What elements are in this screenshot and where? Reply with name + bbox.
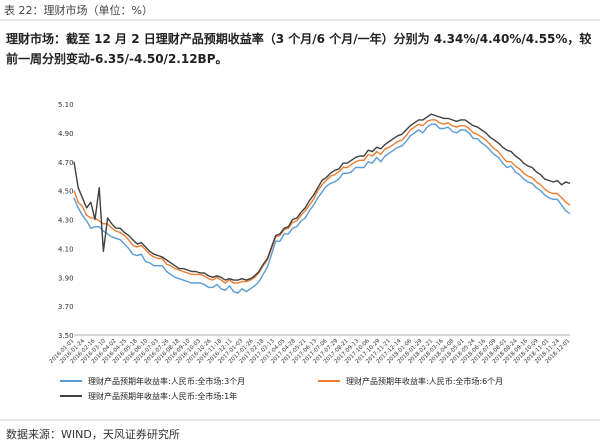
series-line-1: [73, 119, 571, 284]
data-source: 数据来源：WIND，天风证券研究所: [6, 428, 180, 441]
y-tick-label: 3.50: [58, 332, 74, 340]
summary-text: 理财市场：截至 12 月 2 日理财产品预期收益率（3 个月/6 个月/一年）分…: [6, 32, 592, 66]
y-tick-label: 5.10: [58, 101, 74, 109]
plot-series: [73, 113, 571, 294]
y-tick-label: 4.70: [58, 159, 74, 167]
y-tick-label: 4.90: [58, 130, 74, 138]
x-axis: 2016-01-012016-01-242016-02-162016-03-10…: [49, 334, 571, 365]
legend-label: 理财产品预期年收益率:人民币:全市场:3个月: [88, 376, 245, 386]
y-tick-label: 3.70: [58, 303, 74, 311]
y-tick-label: 4.10: [58, 245, 74, 253]
table-title: 表 22：理财市场（单位：%）: [4, 4, 153, 17]
y-axis: 5.10 4.90 4.70 4.50 4.30 4.10 3.90 3.70 3.50: [58, 101, 74, 340]
legend-label: 理财产品预期年收益率:人民币:全市场:1年: [88, 391, 237, 401]
series-line-2: [73, 113, 571, 281]
series-line-0: [73, 123, 571, 294]
y-tick-label: 4.50: [58, 188, 74, 196]
legend-label: 理财产品预期年收益率:人民币:全市场:6个月: [346, 376, 503, 386]
legend: 理财产品预期年收益率:人民币:全市场:3个月 理财产品预期年收益率:人民币:全市场…: [60, 376, 503, 401]
y-tick-label: 4.30: [58, 217, 74, 225]
y-tick-label: 3.90: [58, 274, 74, 282]
